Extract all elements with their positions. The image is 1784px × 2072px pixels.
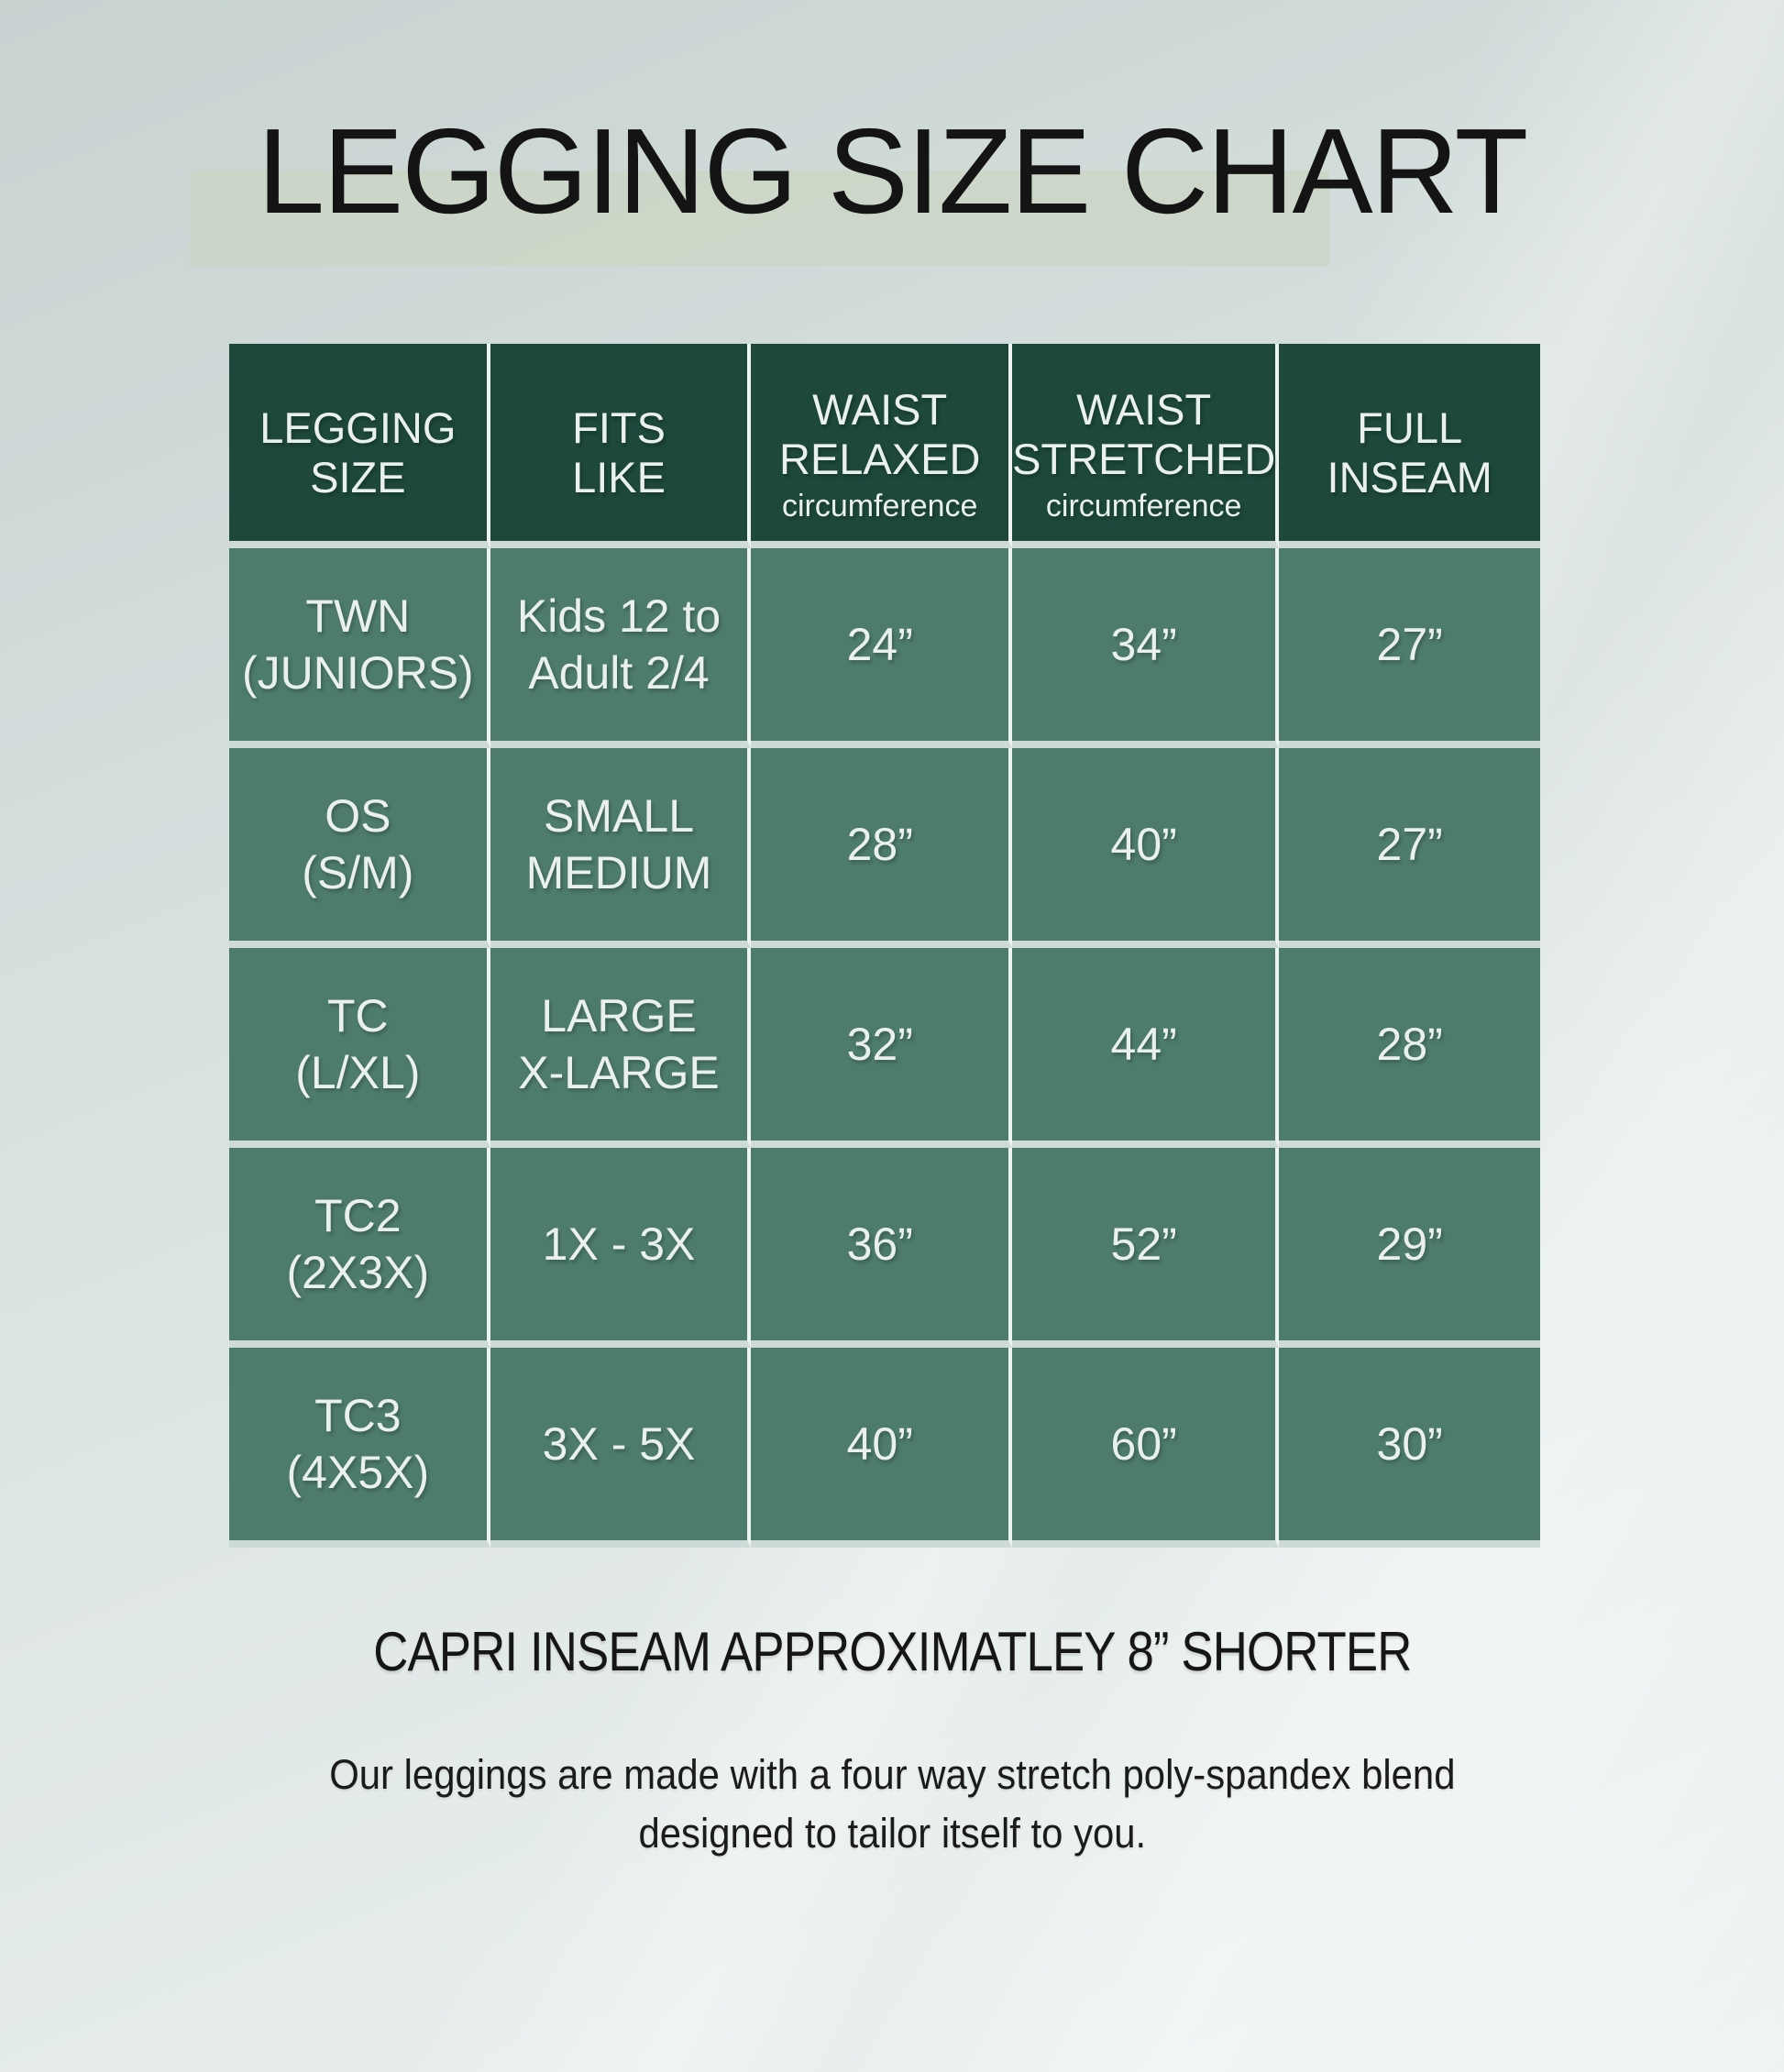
table-cell-size-tc3: TC3 (4X5X) — [229, 1348, 490, 1548]
table-cell-fits-tc: LARGE X-LARGE — [490, 948, 752, 1148]
header-cell-waist-relaxed: WAIST RELAXED circumference — [751, 344, 1013, 548]
header-sublabel: circumference — [1045, 488, 1242, 524]
table-cell-fits-tc2: 1X - 3X — [490, 1148, 752, 1348]
table-cell-fits-os: SMALL MEDIUM — [490, 748, 752, 948]
header-cell-full-inseam: FULL INSEAM — [1279, 344, 1540, 548]
table-cell-size-tc2: TC2 (2X3X) — [229, 1148, 490, 1348]
table-cell-relaxed-tc: 32” — [751, 948, 1013, 1148]
table-cell-fits-twn: Kids 12 to Adult 2/4 — [490, 548, 752, 748]
table-cell-relaxed-tc2: 36” — [751, 1148, 1013, 1348]
table-cell-relaxed-tc3: 40” — [751, 1348, 1013, 1548]
header-label: WAIST RELAXED — [779, 384, 981, 483]
header-sublabel: circumference — [781, 488, 978, 524]
header-label: LEGGING SIZE — [259, 402, 457, 501]
table-cell-inseam-tc2: 29” — [1279, 1148, 1540, 1348]
table-cell-stretched-tc2: 52” — [1012, 1148, 1280, 1348]
size-chart-table: LEGGING SIZE FITS LIKE WAIST RELAXED cir… — [229, 344, 1540, 1548]
table-cell-stretched-os: 40” — [1012, 748, 1280, 948]
fabric-description-note: Our leggings are made with a four way st… — [0, 1746, 1784, 1863]
table-cell-stretched-tc3: 60” — [1012, 1348, 1280, 1548]
table-cell-inseam-os: 27” — [1279, 748, 1540, 948]
capri-inseam-note: CAPRI INSEAM APPROXIMATLEY 8” SHORTER — [0, 1625, 1784, 1680]
table-cell-size-twn: TWN (JUNIORS) — [229, 548, 490, 748]
table-cell-relaxed-os: 28” — [751, 748, 1013, 948]
header-label: FITS LIKE — [572, 402, 666, 501]
table-cell-inseam-twn: 27” — [1279, 548, 1540, 748]
header-label: WAIST STRETCHED — [1012, 384, 1276, 483]
header-cell-waist-stretched: WAIST STRETCHED circumference — [1012, 344, 1280, 548]
table-cell-size-os: OS (S/M) — [229, 748, 490, 948]
fabric-description-text: Our leggings are made with a four way st… — [328, 1751, 1456, 1857]
table-cell-fits-tc3: 3X - 5X — [490, 1348, 752, 1548]
table-cell-stretched-twn: 34” — [1012, 548, 1280, 748]
page-title: LEGGING SIZE CHART — [257, 104, 1528, 238]
table-cell-inseam-tc: 28” — [1279, 948, 1540, 1148]
table-cell-size-tc: TC (L/XL) — [229, 948, 490, 1148]
header-cell-legging-size: LEGGING SIZE — [229, 344, 490, 548]
table-cell-inseam-tc3: 30” — [1279, 1348, 1540, 1548]
table-cell-relaxed-twn: 24” — [751, 548, 1013, 748]
table-cell-stretched-tc: 44” — [1012, 948, 1280, 1148]
header-cell-fits-like: FITS LIKE — [490, 344, 752, 548]
header-label: FULL INSEAM — [1327, 402, 1492, 501]
title-highlight-band — [190, 171, 1329, 266]
capri-inseam-note-text: CAPRI INSEAM APPROXIMATLEY 8” SHORTER — [372, 1621, 1412, 1682]
